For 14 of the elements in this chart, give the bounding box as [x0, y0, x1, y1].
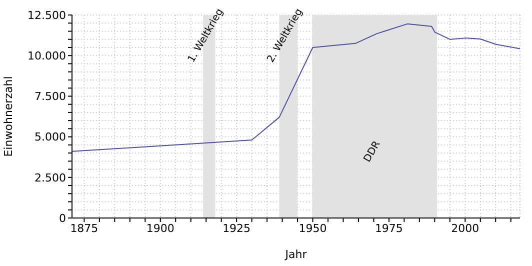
y-tick-label: 7.500 [34, 90, 66, 104]
y-tick-label: 10.000 [28, 50, 66, 63]
x-tick-label: 1975 [374, 222, 403, 235]
y-tick-label: 0 [59, 212, 66, 225]
y-tick-label: 12.500 [28, 8, 66, 22]
x-axis-title: Jahr [284, 248, 308, 261]
y-tick-label: 2.500 [34, 171, 66, 184]
y-axis-title: Einwohnerzahl [2, 76, 15, 157]
x-tick-label: 1925 [222, 222, 251, 235]
x-tick-label: 1900 [146, 222, 174, 235]
y-tick-label: 5.000 [34, 130, 66, 144]
x-tick-label: 1950 [298, 222, 327, 235]
x-tick-label: 1875 [70, 222, 98, 235]
x-tick-label: 2000 [451, 222, 480, 235]
